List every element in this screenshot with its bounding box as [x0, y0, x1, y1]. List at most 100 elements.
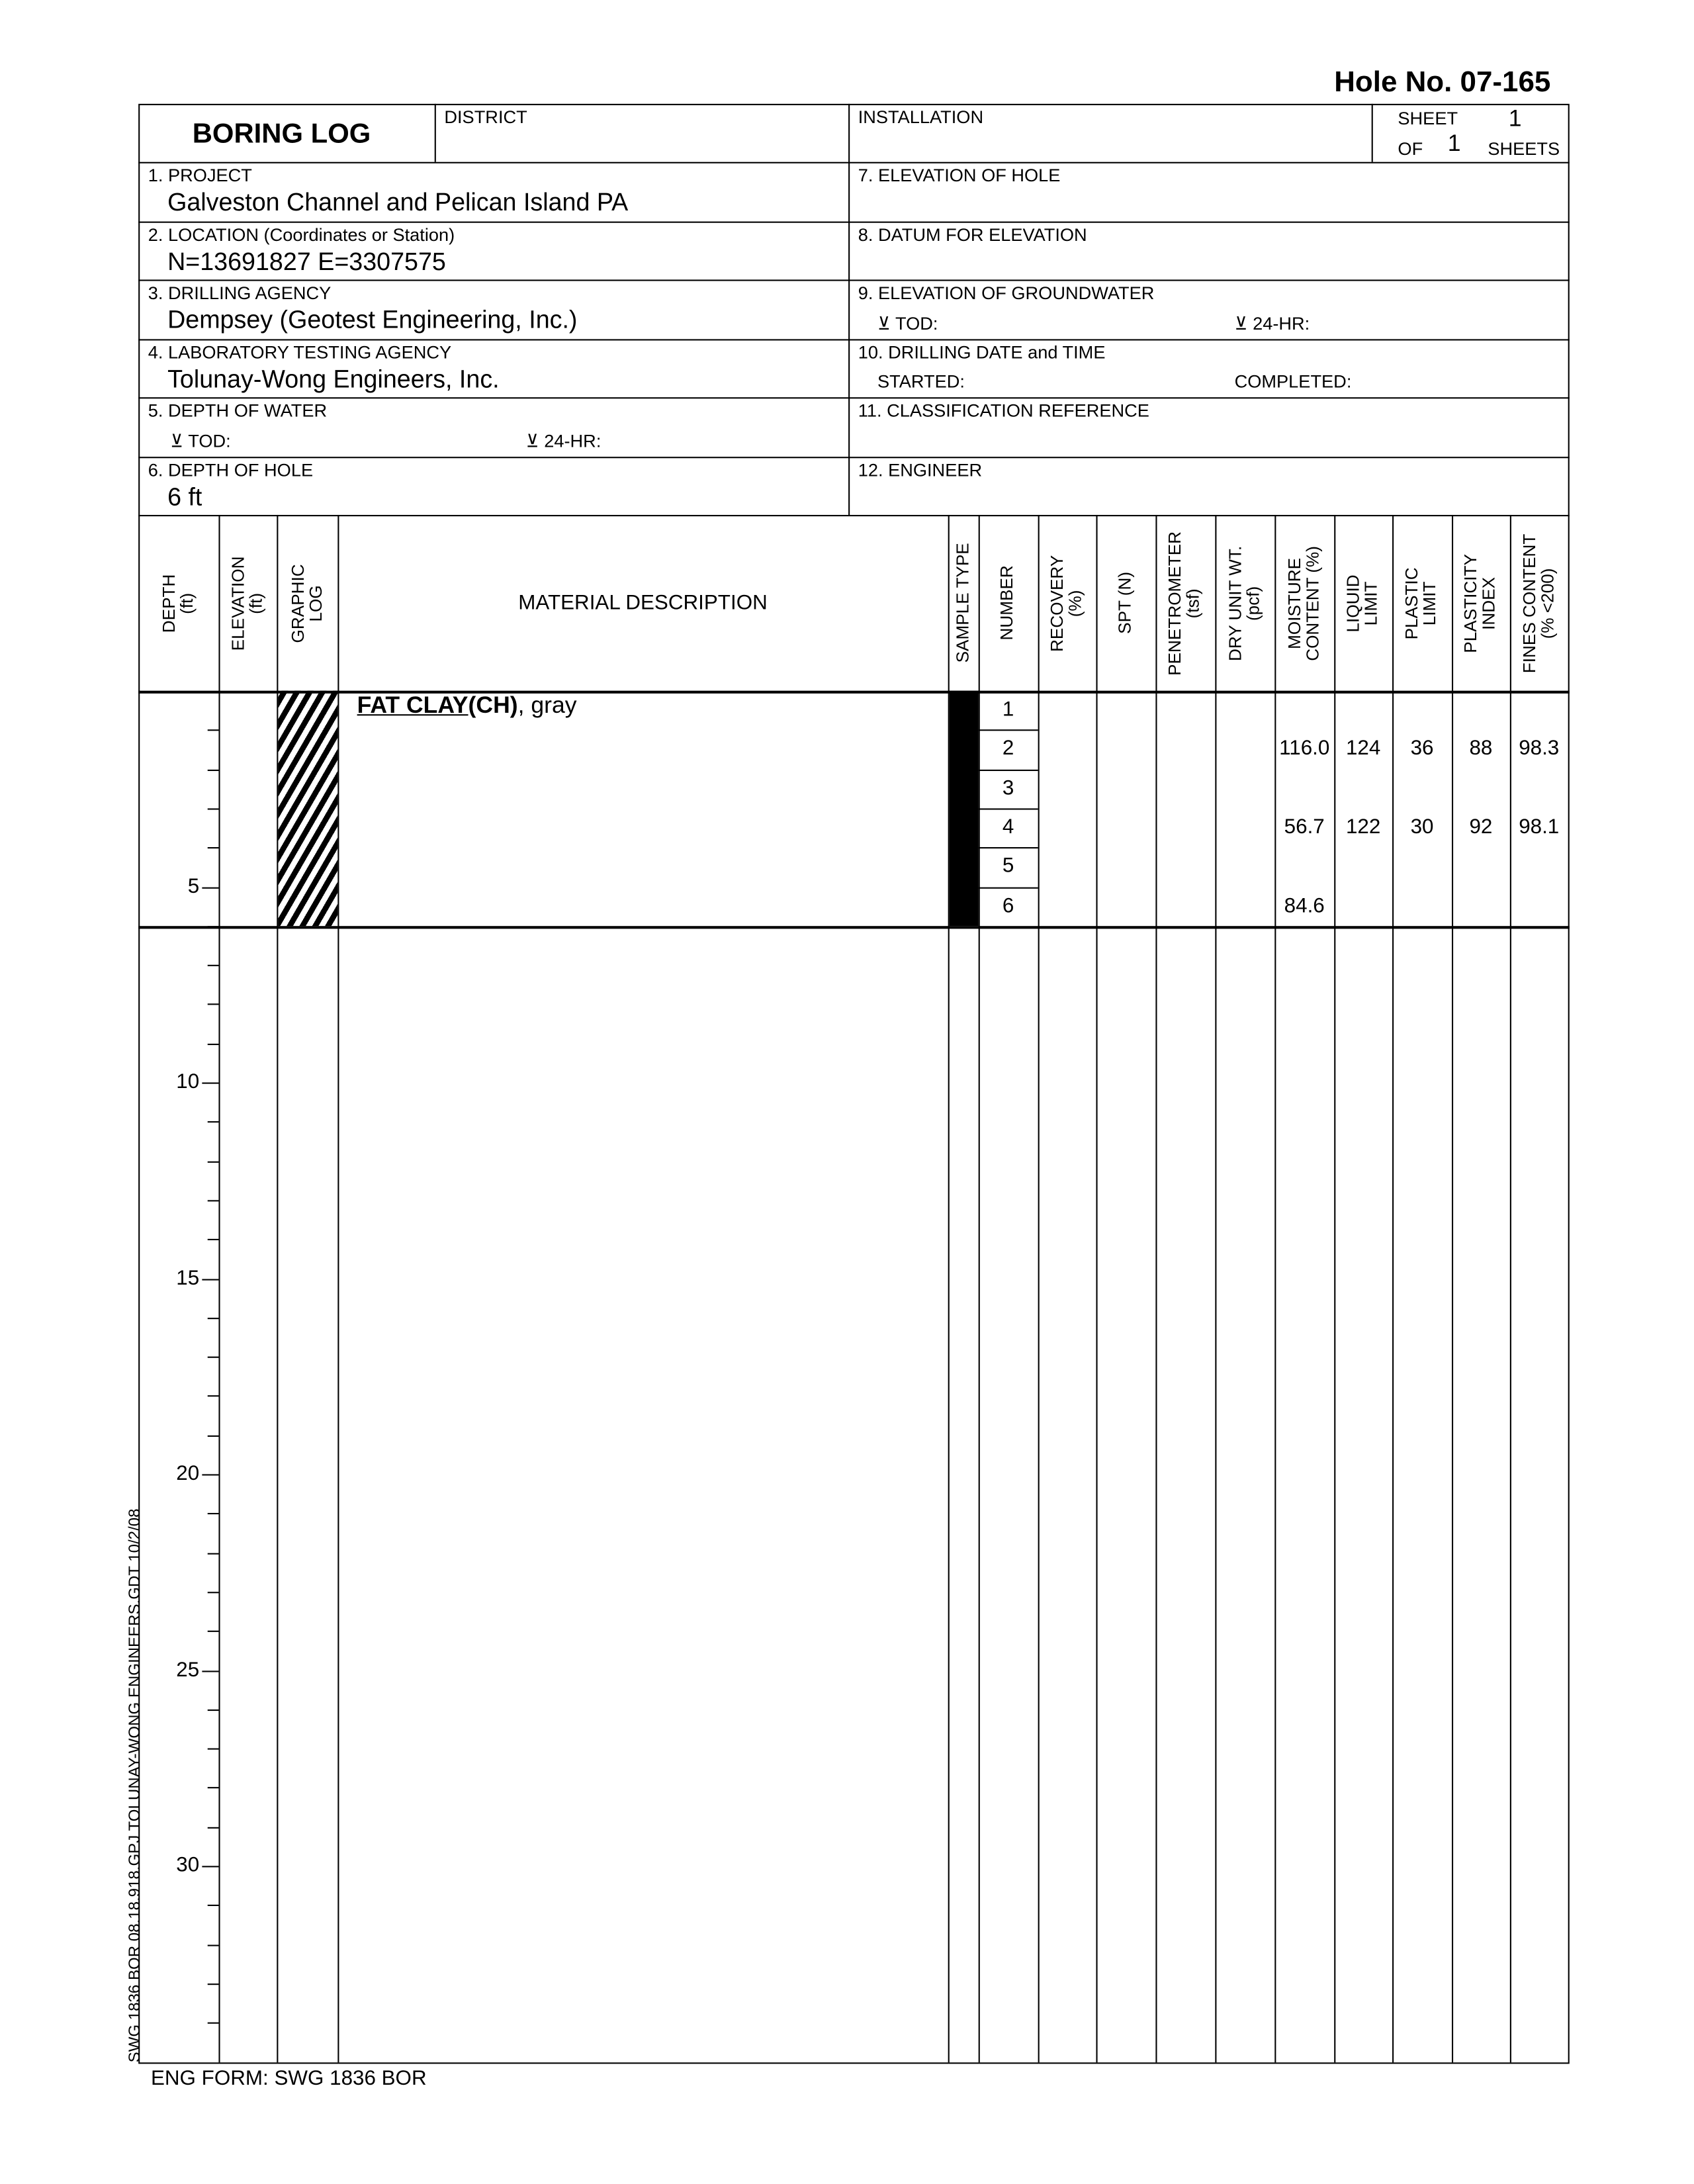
installation-label: INSTALLATION — [858, 107, 984, 128]
depth-tick — [207, 1317, 219, 1319]
column-divider — [337, 515, 339, 2063]
depth-tick — [202, 1082, 219, 1084]
sample-number: 6 — [1002, 893, 1014, 917]
column-header: MOISTURE CONTENT (%) — [1274, 515, 1334, 691]
sample-number: 4 — [1002, 815, 1014, 839]
graphic-log-hatch — [278, 690, 338, 927]
depth-tick — [207, 964, 219, 967]
sample-divider — [978, 729, 1038, 731]
column-header-label: PLASTICITY INDEX — [1461, 553, 1499, 653]
divider — [138, 397, 1570, 399]
depth-tick — [207, 1435, 219, 1437]
divider — [138, 457, 1570, 459]
sample-number: 3 — [1002, 776, 1014, 800]
column-header: LIQUID LIMIT — [1334, 515, 1392, 691]
column-header-label: PENETROMETER (tsf) — [1166, 530, 1204, 675]
depth-tick — [207, 1827, 219, 1829]
column-divider — [1096, 515, 1098, 2063]
column-divider — [277, 515, 279, 2063]
column-header: FINES CONTENT (% <200) — [1510, 515, 1568, 691]
of-label: OF — [1398, 138, 1423, 159]
column-header-label: MATERIAL DESCRIPTION — [518, 591, 768, 615]
depth-tick-label: 20 — [176, 1461, 200, 1486]
engineer-label: 12. ENGINEER — [858, 459, 983, 480]
sample-pi: 88 — [1469, 737, 1493, 760]
depth-tick — [202, 1474, 219, 1476]
elevation-label: 7. ELEVATION OF HOLE — [858, 164, 1061, 186]
water-level-icon: ⊻ — [170, 430, 189, 451]
location-value: N=13691827 E=3307575 — [167, 248, 446, 276]
sheet-label: SHEET — [1398, 108, 1458, 129]
depth-tick — [207, 1239, 219, 1241]
column-header-label: NUMBER — [997, 565, 1018, 641]
column-header: SPT (N) — [1096, 515, 1155, 691]
column-header-label: DEPTH (ft) — [159, 573, 197, 633]
classification-label: 11. CLASSIFICATION REFERENCE — [858, 400, 1149, 421]
datum-label: 8. DATUM FOR ELEVATION — [858, 224, 1087, 246]
sample-divider — [978, 769, 1038, 771]
column-header: MATERIAL DESCRIPTION — [337, 515, 948, 691]
sample-pi: 92 — [1469, 815, 1493, 839]
depth-tick — [207, 1043, 219, 1045]
sample-divider — [978, 847, 1038, 849]
form-title: BORING LOG — [192, 118, 371, 150]
form-border — [138, 103, 1570, 2064]
column-divider — [1334, 515, 1336, 2063]
column-header-label: RECOVERY (%) — [1048, 554, 1085, 651]
column-header: DRY UNIT WT. (pcf) — [1215, 515, 1274, 691]
depth-tick — [207, 1944, 219, 1946]
completed-label: COMPLETED: — [1234, 371, 1352, 392]
sheet-number: 1 — [1508, 105, 1522, 132]
hole-number: Hole No. 07-165 — [1334, 66, 1551, 99]
column-header: PENETROMETER (tsf) — [1155, 515, 1215, 691]
column-header-label: LIQUID LIMIT — [1343, 574, 1382, 632]
depth-tick-label: 30 — [176, 1853, 200, 1878]
location-label: 2. LOCATION (Coordinates or Station) — [148, 224, 455, 246]
sample-pl: 30 — [1410, 815, 1434, 839]
depth-tick — [207, 1631, 219, 1633]
column-header-label: DRY UNIT WT. (pcf) — [1226, 545, 1263, 661]
depth-tick — [202, 886, 219, 888]
divider — [138, 279, 1570, 281]
divider — [138, 515, 1570, 517]
depth-tick — [207, 1748, 219, 1750]
agency-label: 3. DRILLING AGENCY — [148, 282, 332, 304]
water-tod: ⊻ TOD: — [170, 430, 231, 451]
column-header-label: ELEVATION (ft) — [228, 555, 266, 651]
column-header: GRAPHIC LOG — [277, 515, 337, 691]
drilling-date-label: 10. DRILLING DATE and TIME — [858, 341, 1106, 363]
water-level-icon: ⊻ — [877, 312, 896, 334]
sample-ll: 124 — [1345, 737, 1381, 760]
sample-divider — [978, 886, 1038, 888]
depth-tick — [207, 1356, 219, 1358]
depth-tick — [207, 1905, 219, 1907]
sample-divider — [978, 808, 1038, 810]
divider — [138, 161, 1570, 163]
depth-tick — [202, 1866, 219, 1868]
depth-tick-label: 10 — [176, 1069, 200, 1094]
column-header-label: SPT (N) — [1115, 571, 1136, 634]
depth-tick — [207, 1787, 219, 1790]
agency-value: Dempsey (Geotest Engineering, Inc.) — [167, 306, 578, 334]
form-footer: ENG FORM: SWG 1836 BOR — [150, 2066, 427, 2091]
column-divider — [1274, 515, 1276, 2063]
started-label: STARTED: — [877, 371, 965, 392]
sample-moisture: 56.7 — [1284, 815, 1325, 839]
hole-depth-value: 6 ft — [167, 482, 202, 511]
sample-type-bar — [949, 690, 979, 927]
gw-24hr: ⊻ 24-HR: — [1234, 312, 1310, 334]
column-header-label: SAMPLE TYPE — [953, 543, 973, 663]
column-divider — [948, 515, 950, 2063]
sample-fines: 98.1 — [1519, 815, 1560, 839]
depth-tick — [207, 847, 219, 849]
material-description: FAT CLAY(CH), gray — [357, 692, 577, 719]
depth-tick — [207, 1709, 219, 1711]
sample-number: 1 — [1002, 698, 1014, 721]
depth-tick — [202, 1670, 219, 1672]
column-header: DEPTH (ft) — [138, 515, 218, 691]
depth-tick-label: 25 — [176, 1657, 200, 1682]
column-header-label: GRAPHIC LOG — [288, 563, 326, 643]
column-divider — [1509, 515, 1511, 2063]
depth-tick — [207, 1200, 219, 1202]
column-header-label: PLASTIC LIMIT — [1402, 567, 1441, 639]
